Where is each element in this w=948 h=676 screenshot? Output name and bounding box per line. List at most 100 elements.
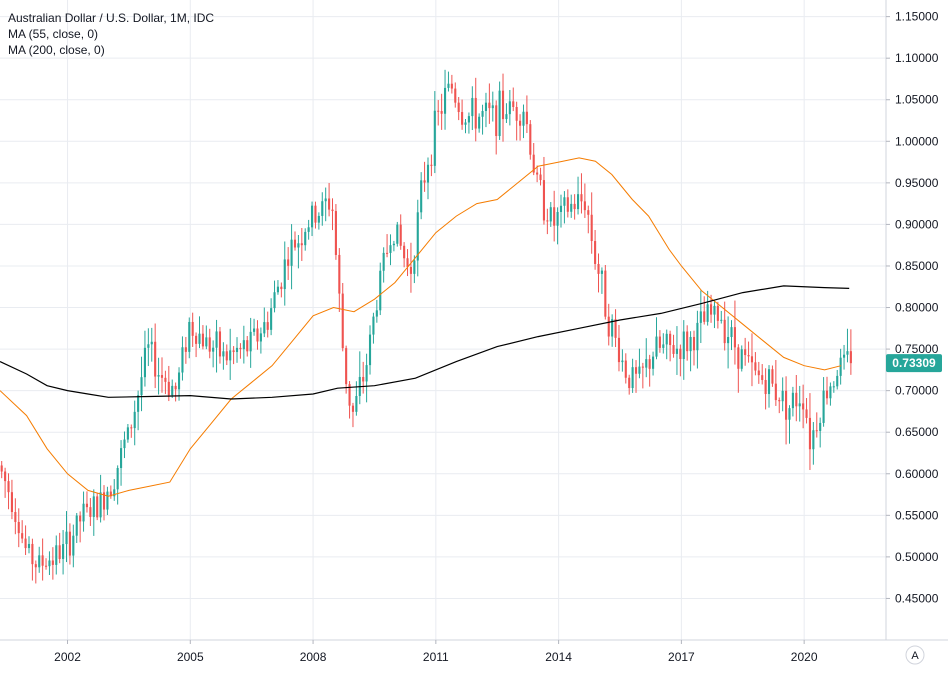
candle-body [594, 241, 597, 264]
candle-body [355, 396, 358, 412]
candle-body [590, 214, 593, 242]
candle-body [239, 347, 242, 350]
candle-body [27, 543, 31, 549]
candle-body [147, 344, 150, 348]
candle-body [744, 349, 747, 356]
candle-body [188, 321, 191, 352]
candle-body [116, 468, 119, 490]
candle-body [120, 448, 123, 469]
candle-body [556, 212, 559, 226]
x-tick-label: 2020 [791, 650, 818, 664]
candle-body [566, 197, 569, 212]
candle-body [689, 336, 692, 352]
candle-body [764, 379, 767, 395]
ma55-legend[interactable]: MA (55, close, 0) [8, 27, 99, 41]
candle-body [345, 348, 348, 385]
candle-body [662, 344, 665, 348]
candle-body [727, 337, 730, 344]
candle-body [143, 347, 146, 378]
candle-body [314, 205, 317, 223]
candle-body [338, 254, 341, 294]
candle-body [106, 491, 109, 510]
candle-body [655, 336, 658, 357]
candle-body [413, 260, 416, 274]
candle-body [38, 555, 41, 568]
price-axis[interactable]: 0.45000 0.50000 0.55000 0.60000 0.65000 0.700… [886, 10, 939, 606]
candle-body [542, 180, 546, 221]
candle-body [849, 351, 852, 364]
candle-body [4, 471, 7, 482]
candle-body [825, 390, 829, 399]
candle-body [17, 521, 20, 534]
candle-body [720, 319, 723, 321]
candle-body [351, 405, 355, 412]
candle-body [539, 174, 542, 181]
candle-body [133, 411, 136, 429]
candle-body [423, 180, 426, 183]
auto-scale-button[interactable]: A [905, 645, 925, 665]
candle-body [679, 348, 682, 360]
candle-body [464, 122, 467, 125]
candle-body [437, 110, 440, 112]
candle-body [184, 347, 187, 352]
candle-body [706, 304, 709, 322]
candle-body [382, 252, 385, 271]
candle-body [430, 164, 433, 166]
candle-body [638, 366, 641, 374]
auto-scale-label[interactable]: A [911, 650, 919, 662]
candle-body [174, 385, 177, 390]
candle-body [658, 336, 661, 348]
candle-body [716, 305, 719, 321]
candle-body [675, 348, 679, 354]
candle-body [154, 341, 157, 377]
candle-body [730, 327, 733, 338]
time-axis[interactable]: 2002 2005 2008 2011 2014 2017 2020 [54, 640, 818, 664]
candle-body [321, 201, 324, 216]
candle-body [109, 491, 112, 497]
candle-body [525, 111, 528, 125]
candle-body [75, 515, 78, 536]
x-tick-label: 2014 [545, 650, 572, 664]
candle-body [310, 205, 314, 228]
symbol-title[interactable]: Australian Dollar / U.S. Dollar, 1M, IDC [8, 11, 215, 25]
candle-body [249, 331, 252, 352]
candle-body [699, 311, 702, 323]
y-tick-label: 1.05000 [895, 93, 939, 107]
ma55-line [0, 157, 842, 497]
x-tick-label: 2011 [423, 650, 449, 664]
candle-body [471, 97, 474, 117]
candle-body [235, 347, 239, 353]
candle-body [375, 310, 378, 317]
candle-body [177, 372, 181, 390]
candle-body [287, 259, 290, 266]
candle-body [672, 345, 675, 354]
candle-body [72, 535, 75, 556]
candle-body [348, 384, 351, 406]
candle-body [297, 243, 300, 248]
candle-body [392, 243, 395, 246]
candle-body [512, 101, 515, 107]
candle-body [44, 565, 48, 567]
candle-body [624, 360, 627, 378]
ma200-legend[interactable]: MA (200, close, 0) [8, 43, 105, 57]
candle-body [276, 286, 279, 293]
candle-body [130, 427, 133, 429]
candle-body [812, 430, 815, 450]
candle-body [409, 266, 413, 274]
candle-body [426, 164, 430, 183]
candle-body [536, 172, 539, 175]
candle-body [263, 322, 266, 334]
candle-body [58, 545, 61, 559]
candle-body [754, 362, 757, 371]
candle-body [317, 215, 320, 223]
candle-body [529, 124, 532, 155]
ma200-line [0, 285, 850, 400]
candle-body [645, 359, 648, 368]
candle-body [51, 560, 54, 565]
candle-body [461, 112, 464, 125]
x-tick-label: 2017 [668, 650, 695, 664]
candle-body [157, 375, 160, 377]
candles [0, 69, 852, 584]
candle-body [617, 337, 621, 363]
candle-body [682, 331, 685, 360]
